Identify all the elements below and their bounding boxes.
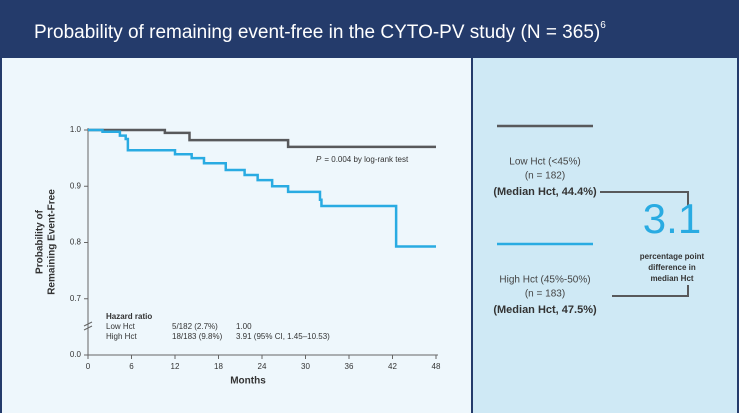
hazard-title: Hazard ratio — [106, 312, 152, 321]
header-title: Probability of remaining event-free in t… — [34, 20, 606, 43]
hazard-cell: 18/183 (9.8%) — [172, 332, 223, 341]
hazard-cell: 3.91 (95% CI, 1.45–10.53) — [236, 332, 330, 341]
x-tick-label: 0 — [86, 362, 91, 371]
x-tick-label: 48 — [432, 362, 441, 371]
x-tick-label: 42 — [388, 362, 397, 371]
chart-panel — [0, 58, 472, 413]
legend-n: (n = 183) — [525, 289, 565, 300]
legend-label: High Hct (45%-50%) — [499, 275, 590, 286]
callout-text: median Hct — [650, 274, 693, 283]
y-axis-label: Probability of — [35, 209, 46, 274]
survival-curve — [88, 128, 436, 149]
p-text: = 0.004 by log-rank test — [324, 155, 409, 164]
legend-label: Low Hct (<45%) — [509, 157, 580, 168]
hazard-cell: Low Hct — [106, 322, 136, 331]
x-tick-label: 12 — [171, 362, 180, 371]
x-tick-label: 24 — [258, 362, 267, 371]
x-axis-label: Months — [230, 376, 266, 387]
header-bar — [0, 0, 739, 58]
p-symbol: P — [316, 155, 322, 164]
legend-median: (Median Hct, 47.5%) — [493, 304, 597, 316]
callout-text: difference in — [648, 263, 696, 272]
hazard-cell: High Hct — [106, 332, 137, 341]
info-panel — [472, 58, 739, 413]
x-tick-label: 36 — [345, 362, 354, 371]
survival-curve — [88, 128, 436, 248]
axis-break — [83, 321, 93, 331]
y-axis-label: Remaining Event-Free — [47, 189, 58, 295]
hazard-cell: 5/182 (2.7%) — [172, 322, 218, 331]
y-tick-label: 0.8 — [70, 238, 82, 247]
y-tick-label: 1.0 — [70, 125, 82, 134]
y-tick-label: 0.9 — [70, 181, 82, 190]
title-text: Probability of remaining event-free in t… — [34, 22, 600, 43]
title-superscript: 6 — [600, 20, 606, 31]
annotation: P = 0.004 by log-rank test — [316, 155, 409, 164]
x-tick-label: 30 — [301, 362, 310, 371]
y-tick-label: 0.0 — [70, 350, 82, 359]
callout-value: 3.1 — [643, 195, 701, 242]
legend-median: (Median Hct, 44.4%) — [493, 186, 597, 198]
y-tick-label: 0.7 — [70, 294, 82, 303]
x-tick-label: 18 — [214, 362, 223, 371]
x-tick-label: 6 — [129, 362, 134, 371]
callout-text: percentage point — [640, 252, 705, 261]
hazard-cell: 1.00 — [236, 322, 252, 331]
legend-n: (n = 182) — [525, 171, 565, 182]
